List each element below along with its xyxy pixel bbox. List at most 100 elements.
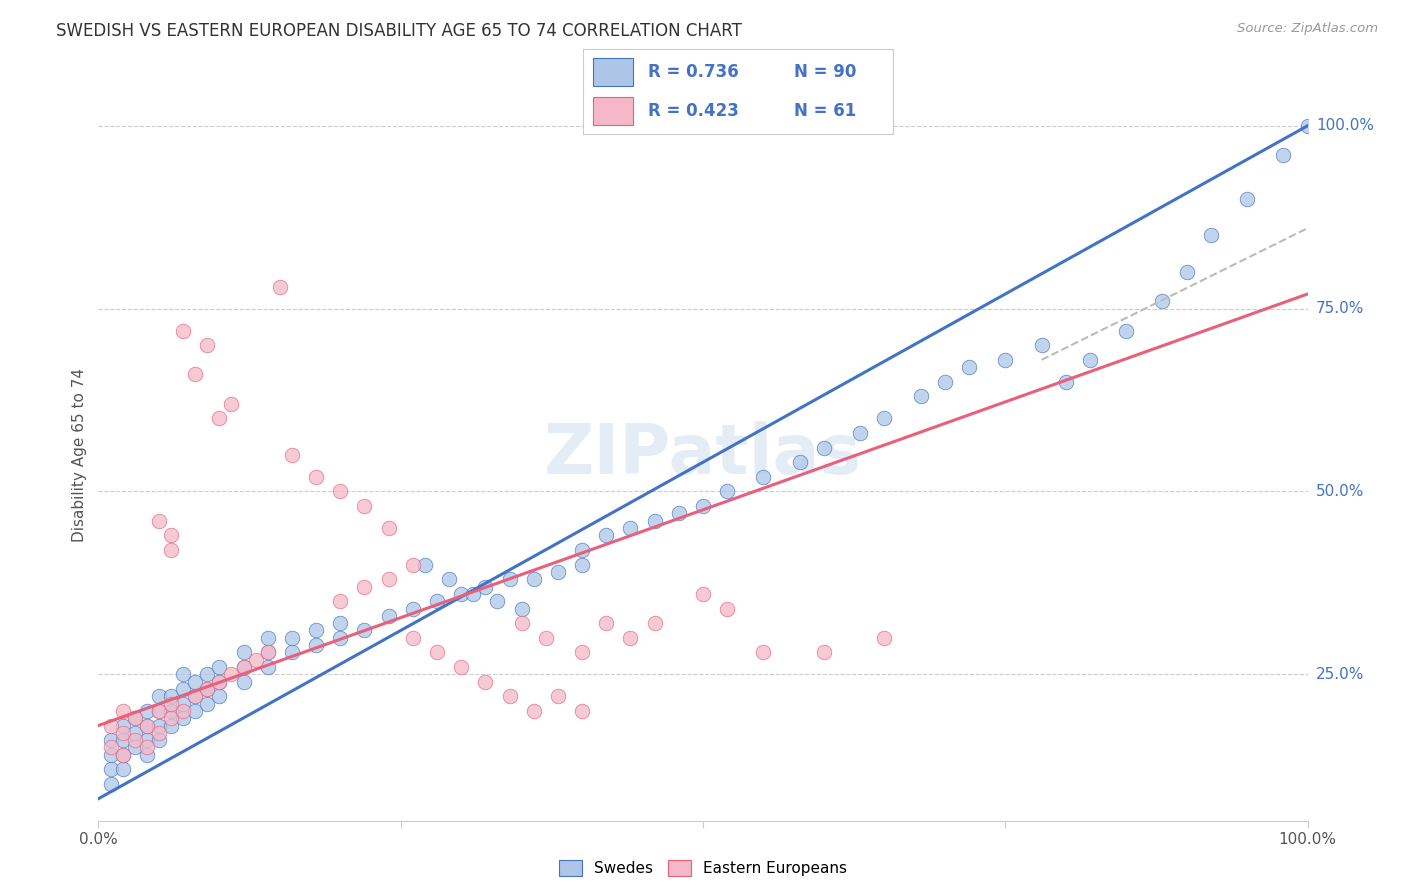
Point bbox=[245, 653, 267, 667]
Point bbox=[353, 624, 375, 638]
Point bbox=[148, 704, 170, 718]
Point bbox=[100, 718, 122, 732]
Point bbox=[571, 645, 593, 659]
Point bbox=[474, 580, 496, 594]
Point bbox=[124, 711, 146, 725]
Point bbox=[100, 733, 122, 747]
Point bbox=[195, 681, 218, 696]
Point bbox=[571, 558, 593, 572]
Point bbox=[547, 690, 569, 704]
FancyBboxPatch shape bbox=[593, 58, 633, 87]
Point bbox=[195, 338, 218, 352]
Point bbox=[100, 747, 122, 762]
Point bbox=[329, 594, 352, 608]
Point bbox=[100, 763, 122, 777]
Point bbox=[221, 397, 243, 411]
Point bbox=[160, 718, 183, 732]
Point bbox=[957, 360, 980, 375]
Point bbox=[910, 389, 932, 403]
Point bbox=[377, 572, 399, 586]
Point bbox=[281, 631, 304, 645]
Point bbox=[329, 631, 352, 645]
Point bbox=[281, 448, 304, 462]
Point bbox=[377, 608, 399, 623]
Point bbox=[256, 645, 278, 659]
Point bbox=[256, 645, 278, 659]
Point bbox=[256, 631, 278, 645]
Text: N = 90: N = 90 bbox=[794, 63, 856, 81]
Text: 100.0%: 100.0% bbox=[1316, 119, 1374, 133]
Point bbox=[426, 594, 449, 608]
Point bbox=[474, 674, 496, 689]
Point bbox=[547, 565, 569, 579]
Point bbox=[595, 528, 617, 542]
Point bbox=[934, 375, 956, 389]
Point bbox=[111, 733, 134, 747]
Text: 50.0%: 50.0% bbox=[1316, 484, 1364, 499]
Point bbox=[111, 747, 134, 762]
Point bbox=[160, 711, 183, 725]
Point bbox=[208, 660, 231, 674]
Point bbox=[281, 645, 304, 659]
Point bbox=[195, 697, 218, 711]
Point bbox=[353, 580, 375, 594]
Point bbox=[148, 718, 170, 732]
Point bbox=[208, 690, 231, 704]
Point bbox=[305, 470, 328, 484]
Point bbox=[619, 521, 641, 535]
Point bbox=[486, 594, 509, 608]
Point bbox=[450, 660, 472, 674]
FancyBboxPatch shape bbox=[593, 96, 633, 126]
Point bbox=[184, 704, 207, 718]
Text: ZIPatlas: ZIPatlas bbox=[544, 421, 862, 489]
Point bbox=[232, 645, 254, 659]
Point bbox=[124, 740, 146, 755]
Point bbox=[873, 631, 896, 645]
Point bbox=[184, 690, 207, 704]
Point bbox=[148, 733, 170, 747]
Point bbox=[692, 499, 714, 513]
Point bbox=[789, 455, 811, 469]
Point bbox=[232, 674, 254, 689]
Point bbox=[184, 674, 207, 689]
Point bbox=[450, 587, 472, 601]
Point bbox=[221, 667, 243, 681]
Point bbox=[160, 690, 183, 704]
Point bbox=[172, 681, 194, 696]
Point bbox=[571, 704, 593, 718]
Point bbox=[752, 470, 775, 484]
Point bbox=[1115, 324, 1137, 338]
Text: SWEDISH VS EASTERN EUROPEAN DISABILITY AGE 65 TO 74 CORRELATION CHART: SWEDISH VS EASTERN EUROPEAN DISABILITY A… bbox=[56, 22, 742, 40]
Point bbox=[160, 697, 183, 711]
Point bbox=[184, 690, 207, 704]
Point bbox=[813, 645, 835, 659]
Point bbox=[402, 558, 425, 572]
Point bbox=[135, 718, 157, 732]
Point bbox=[377, 521, 399, 535]
Point bbox=[208, 674, 231, 689]
Text: R = 0.423: R = 0.423 bbox=[648, 102, 740, 120]
Point bbox=[752, 645, 775, 659]
Point bbox=[523, 572, 546, 586]
Point bbox=[329, 616, 352, 631]
Point bbox=[148, 726, 170, 740]
Point bbox=[413, 558, 436, 572]
Point bbox=[571, 543, 593, 558]
Point bbox=[849, 425, 872, 440]
Point bbox=[124, 711, 146, 725]
Point bbox=[172, 667, 194, 681]
Point bbox=[534, 631, 557, 645]
Legend: Swedes, Eastern Europeans: Swedes, Eastern Europeans bbox=[553, 855, 853, 882]
Point bbox=[498, 572, 520, 586]
Point bbox=[124, 726, 146, 740]
Point bbox=[208, 674, 231, 689]
Point bbox=[1175, 265, 1198, 279]
Point bbox=[498, 690, 520, 704]
Text: 25.0%: 25.0% bbox=[1316, 667, 1364, 681]
Point bbox=[172, 324, 194, 338]
Point bbox=[305, 624, 328, 638]
Point bbox=[644, 514, 666, 528]
Point bbox=[510, 616, 533, 631]
Point bbox=[523, 704, 546, 718]
Point bbox=[172, 711, 194, 725]
